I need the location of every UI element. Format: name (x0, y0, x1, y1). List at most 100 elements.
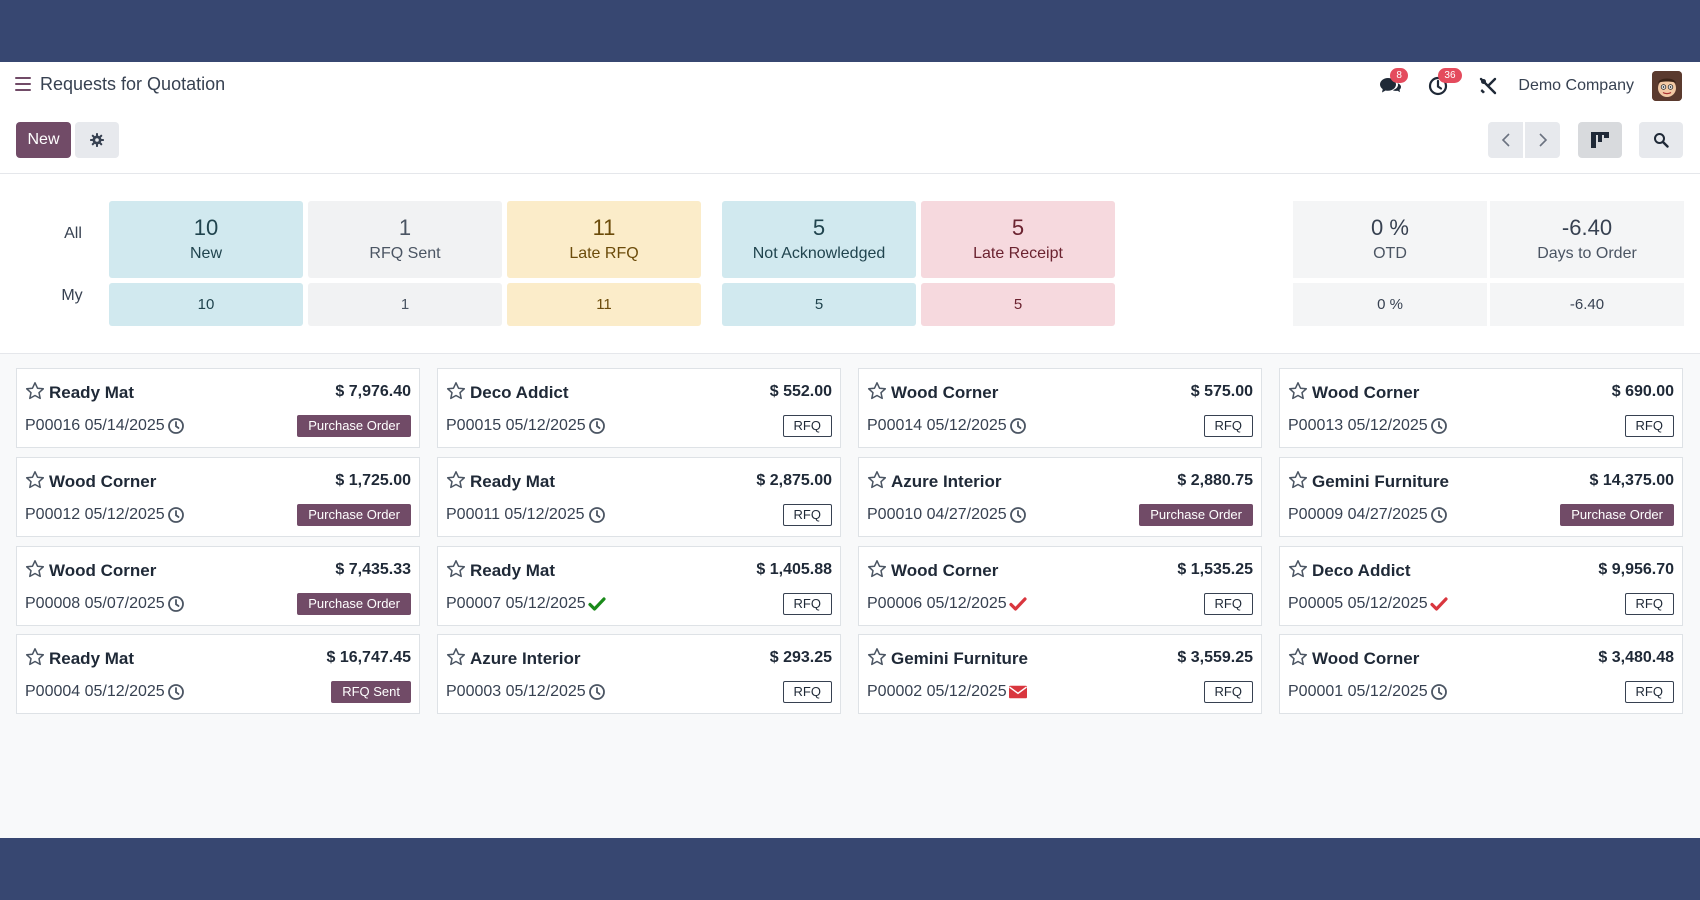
card-reference-date: P00001 05/12/2025 (1288, 683, 1428, 700)
tile-all-late-receipt[interactable]: 5 Late Receipt (921, 201, 1115, 278)
tile-all-rfq-sent[interactable]: 1 RFQ Sent (308, 201, 502, 278)
star-icon[interactable] (867, 470, 887, 495)
pager (1488, 122, 1560, 158)
star-icon[interactable] (867, 381, 887, 406)
rfq-card[interactable]: Wood Corner $ 1,535.25 P00006 05/12/2025 RF… (858, 546, 1262, 626)
star-icon[interactable] (25, 647, 45, 672)
tile-my-new[interactable]: 10 (109, 283, 303, 326)
activities-clock-icon[interactable]: 36 (1426, 68, 1462, 98)
card-amount: $ 2,880.75 (1177, 472, 1253, 489)
row-label-my: My (61, 287, 83, 304)
rfq-card[interactable]: Deco Addict $ 552.00 P00015 05/12/2025 RFQ (437, 368, 841, 448)
chevron-right-icon (1538, 133, 1547, 147)
star-icon[interactable] (867, 647, 887, 672)
company-switcher[interactable]: Demo Company (1518, 77, 1634, 94)
check-red-icon[interactable] (1430, 595, 1448, 613)
star-icon[interactable] (1288, 647, 1308, 672)
star-icon[interactable] (25, 381, 45, 406)
status-badge: RFQ (1624, 593, 1674, 615)
card-reference-date: P00002 05/12/2025 (867, 683, 1007, 700)
status-badge: RFQ (1624, 415, 1674, 437)
rfq-card[interactable]: Ready Mat $ 1,405.88 P00007 05/12/2025 RFQ (437, 546, 841, 626)
search-toggle-button[interactable] (1639, 122, 1683, 158)
rfq-card[interactable]: Gemini Furniture $ 3,559.25 P00002 05/12/2… (858, 634, 1262, 714)
debug-tools-icon[interactable] (1476, 74, 1500, 98)
star-icon[interactable] (446, 647, 466, 672)
clock-icon[interactable] (588, 506, 606, 524)
envelope-icon[interactable] (1009, 683, 1027, 701)
star-icon[interactable] (446, 381, 466, 406)
clock-icon[interactable] (1430, 506, 1448, 524)
clock-icon[interactable] (588, 683, 606, 701)
card-amount: $ 293.25 (769, 649, 832, 666)
star-icon[interactable] (1288, 559, 1308, 584)
clock-icon[interactable] (1009, 417, 1027, 435)
tile-count: 5 (1011, 214, 1025, 240)
star-icon[interactable] (25, 559, 45, 584)
rfq-card[interactable]: Ready Mat $ 2,875.00 P00011 05/12/2025 RFQ (437, 457, 841, 537)
rfq-card[interactable]: Gemini Furniture $ 14,375.00 P00009 04/27/… (1279, 457, 1683, 537)
card-amount: $ 3,559.25 (1177, 649, 1253, 666)
clock-icon[interactable] (167, 506, 185, 524)
status-badge: Purchase Order (297, 504, 411, 526)
star-icon[interactable] (446, 470, 466, 495)
rfq-card[interactable]: Wood Corner $ 3,480.48 P00001 05/12/2025 RF… (1279, 634, 1683, 714)
clock-icon[interactable] (1430, 683, 1448, 701)
clock-icon[interactable] (167, 417, 185, 435)
tile-all-not-acknowledged[interactable]: 5 Not Acknowledged (722, 201, 916, 278)
rfq-card[interactable]: Deco Addict $ 9,956.70 P00005 05/12/2025 RF… (1279, 546, 1683, 626)
rfq-card[interactable]: Wood Corner $ 7,435.33 P00008 05/07/2025 Pu… (16, 546, 420, 626)
user-avatar[interactable] (1652, 71, 1682, 101)
rfq-card[interactable]: Wood Corner $ 1,725.00 P00012 05/12/2025 Pu… (16, 457, 420, 537)
clock-icon[interactable] (1009, 506, 1027, 524)
rfq-card[interactable]: Azure Interior $ 293.25 P00003 05/12/2025 R… (437, 634, 841, 714)
tile-my-late-receipt[interactable]: 5 (921, 283, 1115, 326)
card-amount: $ 7,435.33 (335, 561, 411, 578)
messages-icon[interactable]: 8 (1378, 68, 1408, 98)
tile-label: New (189, 244, 222, 262)
card-partner: Wood Corner (49, 561, 157, 580)
clock-icon[interactable] (588, 417, 606, 435)
row-label-all: All (64, 225, 82, 242)
hamburger-menu-icon[interactable] (14, 75, 32, 93)
check-green-icon[interactable] (588, 595, 606, 613)
page-title: Requests for Quotation (40, 74, 226, 94)
status-badge: Purchase Order (1139, 504, 1253, 526)
next-page-button[interactable] (1525, 122, 1560, 158)
previous-page-button[interactable] (1488, 122, 1523, 158)
status-badge: RFQ (1203, 415, 1253, 437)
card-reference-date: P00003 05/12/2025 (446, 683, 586, 700)
card-partner: Ready Mat (49, 383, 135, 402)
tile-my-not-acknowledged[interactable]: 5 (722, 283, 916, 326)
card-amount: $ 690.00 (1611, 383, 1674, 400)
star-icon[interactable] (1288, 470, 1308, 495)
tile-all-late-rfq[interactable]: 11 Late RFQ (507, 201, 701, 278)
new-button[interactable]: New (16, 122, 71, 158)
clock-icon[interactable] (1430, 417, 1448, 435)
star-icon[interactable] (867, 559, 887, 584)
check-red-icon[interactable] (1009, 595, 1027, 613)
kanban-view-button[interactable] (1578, 122, 1622, 158)
rfq-card[interactable]: Wood Corner $ 575.00 P00014 05/12/2025 RFQ (858, 368, 1262, 448)
card-amount: $ 552.00 (769, 383, 832, 400)
tile-label: RFQ Sent (369, 244, 441, 262)
tile-my-rfq-sent[interactable]: 1 (308, 283, 502, 326)
star-icon[interactable] (446, 559, 466, 584)
card-amount: $ 9,956.70 (1598, 561, 1674, 578)
star-icon[interactable] (1288, 381, 1308, 406)
card-amount: $ 1,405.88 (756, 561, 832, 578)
tile-my-late-rfq[interactable]: 11 (507, 283, 701, 326)
rfq-card[interactable]: Wood Corner $ 690.00 P00013 05/12/2025 RFQ (1279, 368, 1683, 448)
star-icon[interactable] (25, 470, 45, 495)
messages-badge: 8 (1390, 68, 1408, 83)
rfq-card[interactable]: Ready Mat $ 7,976.40 P00016 05/14/2025 Purc… (16, 368, 420, 448)
tile-all-new[interactable]: 10 New (109, 201, 303, 278)
rfq-card[interactable]: Ready Mat $ 16,747.45 P00004 05/12/2025 RFQ… (16, 634, 420, 714)
rfq-card[interactable]: Azure Interior $ 2,880.75 P00010 04/27/202… (858, 457, 1262, 537)
status-badge: RFQ Sent (331, 681, 411, 703)
clock-icon[interactable] (167, 683, 185, 701)
card-partner: Wood Corner (891, 383, 999, 402)
actions-gear-button[interactable] (75, 122, 119, 158)
tile-count: 11 (592, 214, 616, 240)
clock-icon[interactable] (167, 595, 185, 613)
